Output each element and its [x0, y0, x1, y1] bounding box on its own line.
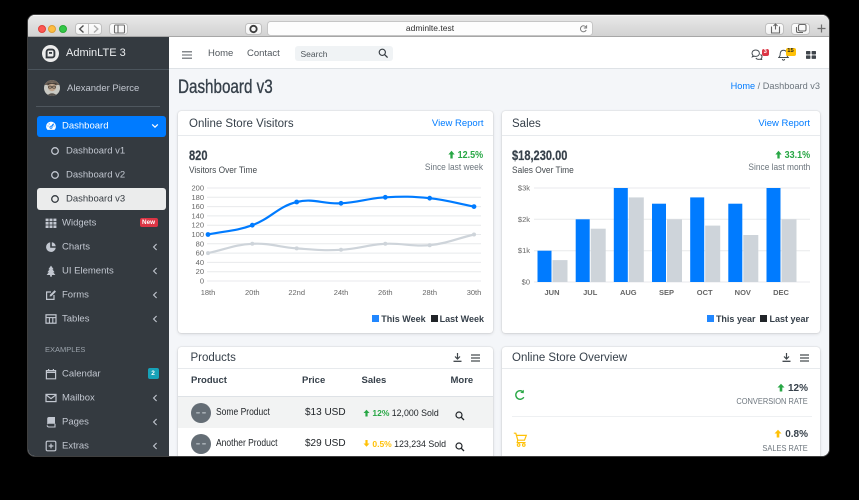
svg-text:24th: 24th [334, 288, 349, 297]
svg-text:22nd: 22nd [288, 288, 305, 297]
svg-text:26th: 26th [378, 288, 393, 297]
svg-text:JUL: JUL [583, 288, 598, 297]
svg-text:60: 60 [196, 249, 204, 258]
svg-text:200: 200 [191, 184, 204, 193]
svg-text:120: 120 [191, 221, 204, 230]
svg-text:80: 80 [196, 239, 204, 248]
svg-text:SEP: SEP [659, 288, 674, 297]
svg-text:20: 20 [196, 267, 204, 276]
svg-text:18th: 18th [201, 288, 216, 297]
svg-text:$0: $0 [522, 278, 530, 287]
svg-text:20th: 20th [245, 288, 260, 297]
svg-text:JUN: JUN [544, 288, 559, 297]
svg-text:$1k: $1k [518, 246, 530, 255]
svg-text:100: 100 [191, 230, 204, 239]
svg-text:$3k: $3k [518, 184, 530, 193]
svg-text:$2k: $2k [518, 215, 530, 224]
svg-text:DEC: DEC [773, 288, 789, 297]
svg-text:160: 160 [191, 202, 204, 211]
svg-text:140: 140 [191, 211, 204, 220]
svg-text:30th: 30th [467, 288, 482, 297]
svg-text:AUG: AUG [620, 288, 637, 297]
svg-text:0: 0 [200, 277, 204, 286]
svg-text:40: 40 [196, 258, 204, 267]
svg-text:28th: 28th [422, 288, 437, 297]
svg-text:NOV: NOV [735, 288, 751, 297]
svg-text:OCT: OCT [697, 288, 713, 297]
svg-text:180: 180 [191, 193, 204, 202]
